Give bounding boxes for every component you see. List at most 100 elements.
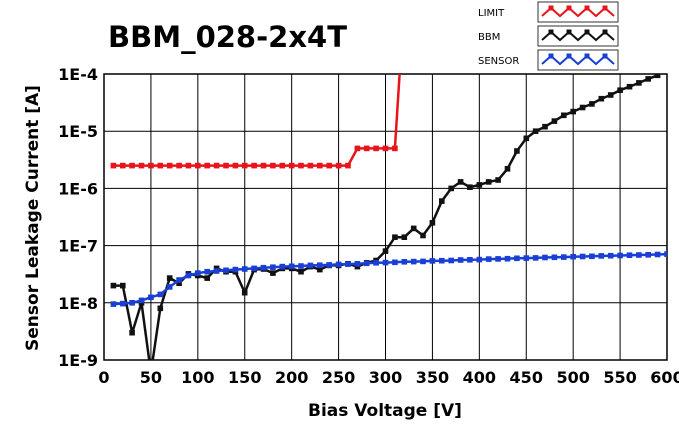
- x-tick-label: 250: [322, 368, 355, 387]
- series-point-sensor: [251, 265, 257, 272]
- series-point-sensor: [138, 297, 145, 304]
- series-point-bbm: [654, 74, 661, 79]
- series-point-sensor: [345, 261, 351, 267]
- series-point-limit: [363, 145, 370, 152]
- x-tick-label: 300: [369, 368, 402, 387]
- series-point-sensor: [129, 300, 135, 306]
- series-point-sensor: [185, 272, 192, 279]
- series-point-sensor: [204, 268, 210, 275]
- series-point-bbm: [579, 104, 586, 111]
- x-tick-label: 350: [416, 368, 449, 387]
- series-point-sensor: [120, 300, 126, 307]
- legend-marker-limit: [602, 5, 608, 11]
- series-point-bbm: [523, 135, 530, 142]
- series-point-bbm: [476, 182, 483, 188]
- series-point-sensor: [476, 256, 483, 263]
- series-point-limit: [185, 162, 192, 169]
- series-point-sensor: [270, 264, 276, 270]
- series-point-bbm: [129, 329, 135, 336]
- series-point-bbm: [617, 87, 623, 93]
- series-point-bbm: [570, 108, 576, 115]
- series-point-bbm: [270, 270, 276, 276]
- y-tick-label: 1E-5: [58, 122, 98, 141]
- series-point-sensor: [598, 253, 605, 259]
- series-point-limit: [129, 162, 135, 169]
- series-point-bbm: [485, 179, 492, 185]
- series-point-sensor: [561, 254, 567, 260]
- series-point-sensor: [654, 251, 661, 258]
- legend-marker-limit: [566, 5, 572, 11]
- legend-marker-bbm: [602, 29, 608, 35]
- series-point-bbm: [589, 101, 595, 107]
- series-point-bbm: [448, 185, 454, 192]
- series-point-limit: [260, 162, 267, 169]
- series-limit: [110, 74, 401, 169]
- series-point-sensor: [523, 255, 530, 261]
- series-point-limit: [298, 162, 304, 169]
- series-point-sensor: [457, 257, 464, 263]
- series-point-bbm: [110, 282, 117, 289]
- series-point-limit: [241, 162, 248, 169]
- y-tick-label: 1E-9: [58, 351, 98, 370]
- series-point-bbm: [636, 80, 642, 86]
- series-sensor: [110, 251, 667, 307]
- series-point-limit: [288, 162, 295, 169]
- series-point-bbm: [392, 234, 398, 240]
- legend-swatch-sensor: [537, 49, 619, 71]
- series-point-sensor: [439, 257, 445, 264]
- y-tick-label: 1E-8: [58, 294, 98, 313]
- series-point-bbm: [561, 112, 567, 119]
- series-point-limit: [166, 162, 173, 169]
- series-point-bbm: [495, 177, 501, 183]
- series-point-limit: [176, 162, 182, 169]
- series-point-sensor: [213, 268, 220, 274]
- x-tick-label: 450: [510, 368, 543, 387]
- x-tick-label: 550: [603, 368, 636, 387]
- series-point-limit: [232, 162, 239, 169]
- series-point-limit: [138, 162, 145, 169]
- series-layer: [110, 74, 667, 360]
- series-point-limit: [157, 162, 164, 169]
- series-point-sensor: [485, 256, 492, 262]
- legend-marker-limit: [584, 5, 590, 11]
- series-point-limit: [392, 145, 398, 152]
- series-point-sensor: [570, 253, 576, 260]
- series-point-limit: [251, 162, 257, 169]
- series-point-limit: [223, 162, 229, 169]
- series-point-bbm: [382, 248, 389, 254]
- series-point-bbm: [410, 225, 417, 232]
- series-point-bbm: [532, 128, 539, 134]
- y-tick-label: 1E-6: [58, 179, 98, 198]
- series-point-sensor: [363, 260, 370, 267]
- series-point-bbm: [645, 76, 651, 82]
- series-point-sensor: [326, 262, 332, 268]
- series-point-bbm: [607, 92, 614, 98]
- series-point-sensor: [664, 251, 667, 257]
- x-tick-label: 50: [140, 368, 162, 387]
- legend-marker-limit: [548, 5, 554, 11]
- series-point-sensor: [589, 253, 595, 260]
- legend-marker-bbm: [566, 29, 572, 35]
- series-point-sensor: [157, 291, 164, 298]
- series-point-sensor: [429, 258, 436, 264]
- y-tick-labels: 1E-9 1E-8 1E-7 1E-6 1E-5 1E-4: [58, 65, 98, 370]
- series-point-sensor: [335, 261, 342, 268]
- series-point-sensor: [195, 270, 201, 276]
- series-point-bbm: [166, 275, 173, 281]
- series-point-limit: [120, 162, 126, 169]
- x-tick-label: 0: [98, 368, 109, 387]
- series-point-sensor: [288, 263, 295, 270]
- legend-line-bbm: [541, 30, 615, 42]
- series-point-bbm: [626, 83, 633, 90]
- series-point-sensor: [317, 262, 323, 268]
- series-point-sensor: [223, 267, 229, 274]
- series-point-bbm: [429, 220, 436, 226]
- x-tick-label: 200: [275, 368, 308, 387]
- series-point-limit: [373, 145, 379, 152]
- series-point-sensor: [636, 252, 642, 258]
- series-point-limit: [270, 162, 276, 169]
- series-point-bbm: [204, 275, 210, 281]
- series-point-sensor: [110, 301, 117, 307]
